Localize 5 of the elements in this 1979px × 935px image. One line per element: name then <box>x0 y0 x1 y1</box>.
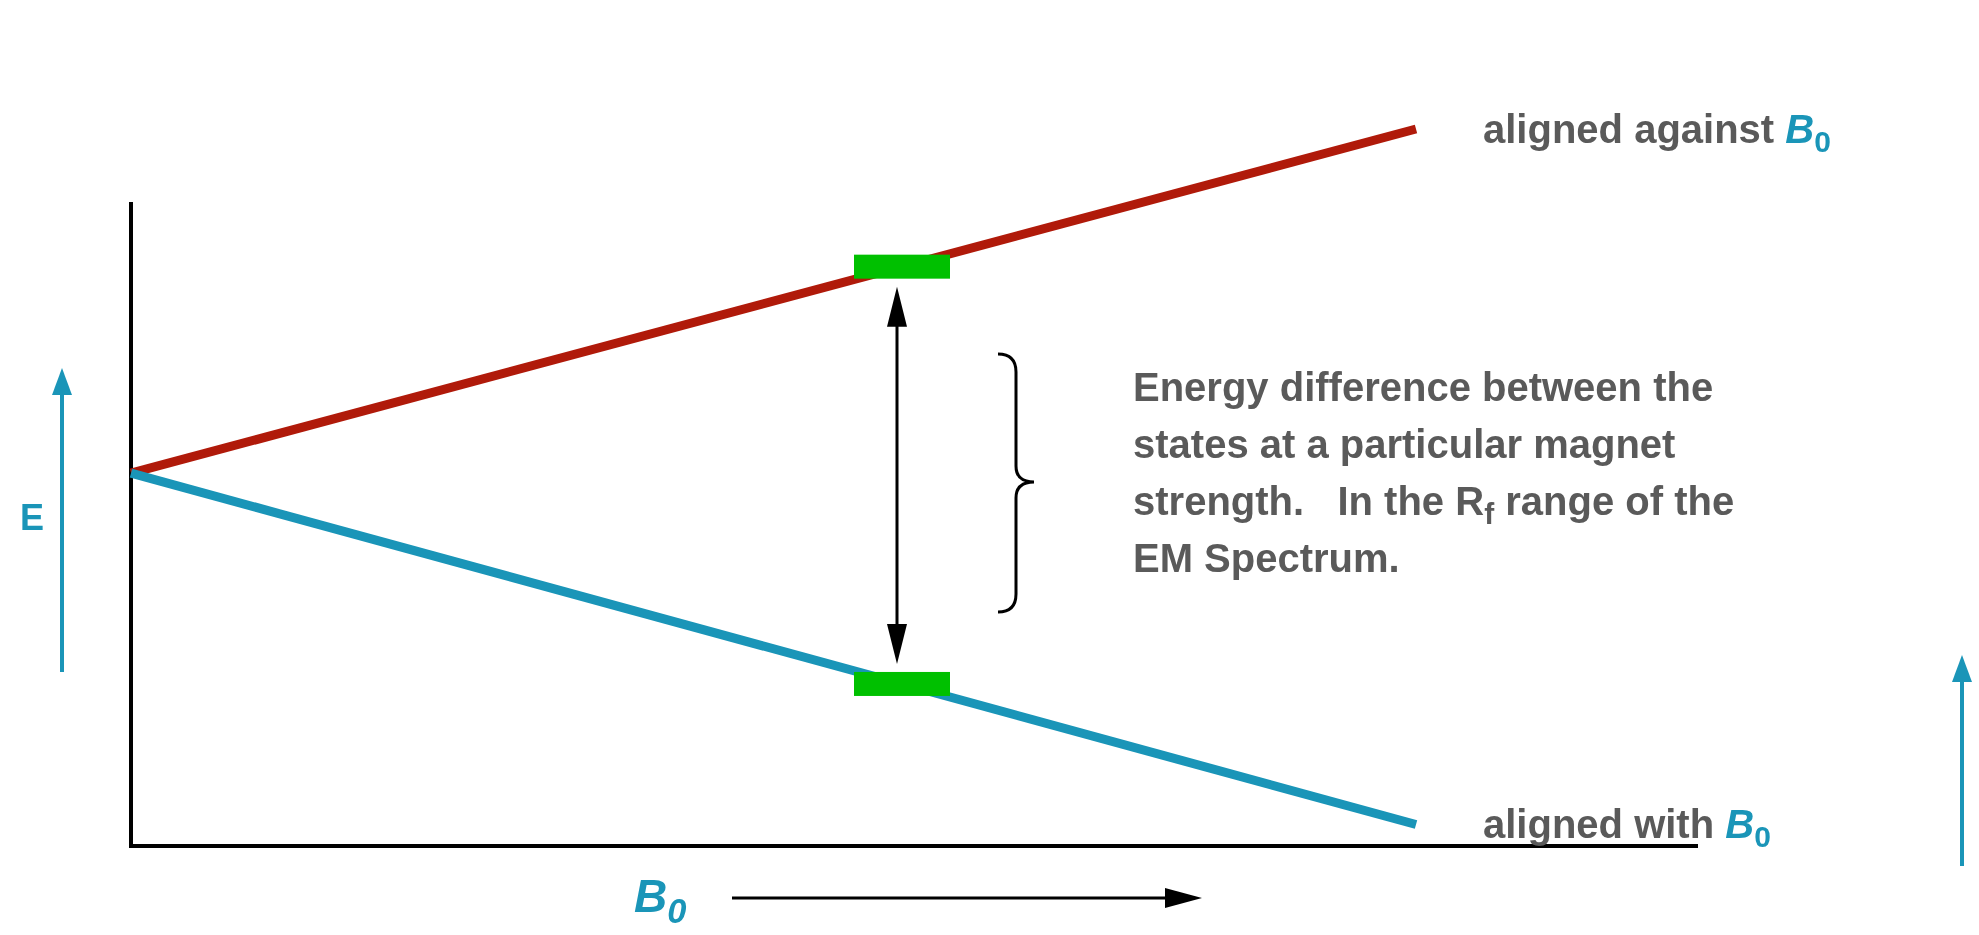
text: Energy difference between the states at a particular magnet strength. In the R$_{f}$ range of the EM Spectrum. <box>1133 365 1735 580</box>
series-label: aligned against B$_{0}$ <box>1483 107 1831 158</box>
y-axis-title: E <box>19 497 45 538</box>
x-axis-title: B$_{0}$ <box>634 870 687 930</box>
series-label: aligned with B$_{0}$ <box>1483 802 1771 854</box>
